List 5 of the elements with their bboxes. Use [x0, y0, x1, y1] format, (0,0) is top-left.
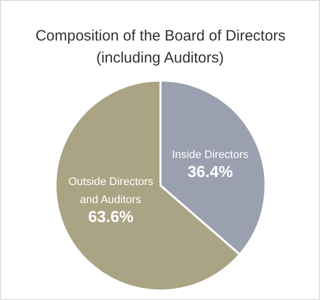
- data-label: 36.4%: [188, 164, 233, 181]
- slice-label: Inside Directors: [172, 148, 249, 161]
- chart-title: Composition of the Board of Directors (including Auditors): [35, 28, 286, 67]
- data-label: 63.6%: [88, 209, 134, 226]
- slice-label: Outside Directors and Auditors: [68, 176, 154, 206]
